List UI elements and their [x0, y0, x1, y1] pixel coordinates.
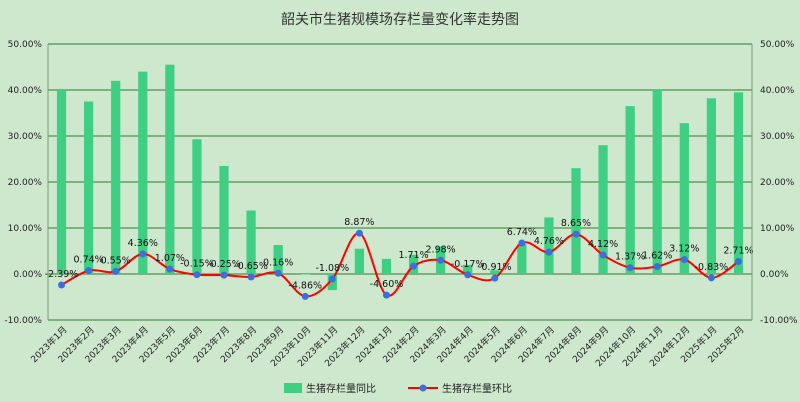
- line-point: [193, 271, 201, 279]
- data-label: -0.25%: [207, 259, 241, 270]
- data-label: -0.15%: [180, 259, 214, 270]
- bar: [544, 217, 554, 274]
- line-point: [491, 274, 499, 282]
- bar: [138, 71, 148, 274]
- line-point: [301, 292, 309, 300]
- line-point: [382, 291, 390, 299]
- data-label: -0.65%: [234, 261, 268, 272]
- y-tick-label-right: 40.00%: [760, 86, 795, 96]
- line-point: [599, 251, 607, 259]
- line-point: [328, 275, 336, 283]
- bar: [354, 248, 364, 274]
- data-label: -4.60%: [370, 279, 404, 290]
- y-tick-label-left: 40.00%: [8, 86, 43, 96]
- data-label: 8.87%: [344, 217, 374, 228]
- bar: [598, 145, 608, 274]
- line-point: [626, 264, 634, 272]
- legend-label-mom: 生猪存栏量环比: [442, 382, 512, 395]
- line-point: [734, 258, 742, 266]
- bar: [679, 123, 689, 275]
- line-point: [112, 267, 120, 275]
- data-label: -4.86%: [288, 280, 322, 291]
- line-point: [653, 263, 661, 271]
- data-label: 1.37%: [615, 252, 645, 263]
- y-tick-label-left: 50.00%: [8, 40, 43, 50]
- line-point: [572, 230, 580, 238]
- y-tick-label-left: 20.00%: [8, 178, 43, 188]
- y-tick-label-left: 0.00%: [13, 270, 42, 280]
- data-label: 1.62%: [642, 251, 672, 262]
- line-point: [518, 239, 526, 247]
- y-tick-label-right: 30.00%: [760, 132, 795, 142]
- y-tick-label-left: 30.00%: [8, 132, 43, 142]
- data-label: 0.55%: [101, 255, 131, 266]
- bar: [490, 270, 500, 274]
- bar: [300, 274, 310, 275]
- data-label: -1.08%: [316, 263, 350, 274]
- bar: [273, 245, 283, 274]
- bar: [84, 101, 94, 274]
- data-label: 0.74%: [74, 255, 104, 266]
- y-tick-label-right: 10.00%: [760, 224, 795, 234]
- bar: [733, 92, 744, 274]
- y-tick-label-right: 20.00%: [760, 178, 795, 188]
- data-label: 1.71%: [398, 250, 428, 261]
- line-point: [437, 256, 445, 264]
- y-tick-label-right: 50.00%: [760, 40, 795, 50]
- bar: [246, 210, 256, 274]
- data-label: 4.76%: [534, 236, 564, 247]
- bar: [571, 168, 581, 274]
- y-tick-label-left: 10.00%: [8, 224, 43, 234]
- legend-swatch-yoy: [284, 383, 302, 393]
- line-point: [166, 265, 174, 273]
- bar: [219, 165, 229, 274]
- line-point: [545, 248, 553, 256]
- line-point: [274, 269, 282, 277]
- data-label: -0.83%: [695, 262, 729, 273]
- data-label: 1.07%: [155, 253, 185, 264]
- bar: [56, 90, 67, 274]
- chart-title: 韶关市生猪规模场存栏量变化率走势图: [281, 11, 519, 28]
- bar: [463, 264, 473, 274]
- data-label: -0.91%: [478, 262, 512, 273]
- line-point: [680, 256, 688, 264]
- line-point: [707, 274, 715, 282]
- line-point: [410, 262, 418, 270]
- data-label: 2.71%: [723, 246, 753, 257]
- line-point: [85, 267, 93, 275]
- data-label: 4.12%: [588, 239, 618, 250]
- bar: [111, 80, 121, 274]
- bar: [192, 139, 202, 274]
- bar-series-yoy: [56, 64, 744, 291]
- y-tick-label-right: 0.00%: [760, 270, 789, 280]
- data-label: 3.12%: [669, 244, 699, 255]
- line-point: [220, 271, 228, 279]
- legend-label-yoy: 生猪存栏量同比: [306, 382, 376, 395]
- line-point: [58, 281, 66, 289]
- data-label: 8.65%: [561, 218, 591, 229]
- bar: [165, 64, 175, 274]
- data-label: 4.36%: [128, 238, 158, 249]
- data-label: 2.98%: [426, 244, 456, 255]
- bar: [706, 98, 716, 274]
- y-tick-label-right: -10.00%: [760, 316, 798, 326]
- bar: [381, 258, 392, 274]
- line-series-mom: -2.39%0.74%0.55%4.36%1.07%-0.15%-0.25%-0…: [45, 217, 754, 300]
- line-point: [247, 273, 255, 281]
- bar: [652, 89, 662, 274]
- bar: [625, 106, 635, 274]
- data-label: 0.16%: [263, 257, 293, 268]
- data-label: -0.17%: [451, 259, 485, 270]
- y-tick-label-left: -10.00%: [4, 316, 42, 326]
- line-point: [355, 229, 363, 237]
- line-point: [139, 250, 147, 258]
- data-label: 6.74%: [507, 227, 537, 238]
- legend-marker-mom: [419, 384, 427, 392]
- line-point: [464, 271, 472, 279]
- data-label: -2.39%: [45, 269, 79, 280]
- legend: 生猪存栏量同比 生猪存栏量环比: [284, 382, 512, 395]
- bar: [517, 244, 527, 274]
